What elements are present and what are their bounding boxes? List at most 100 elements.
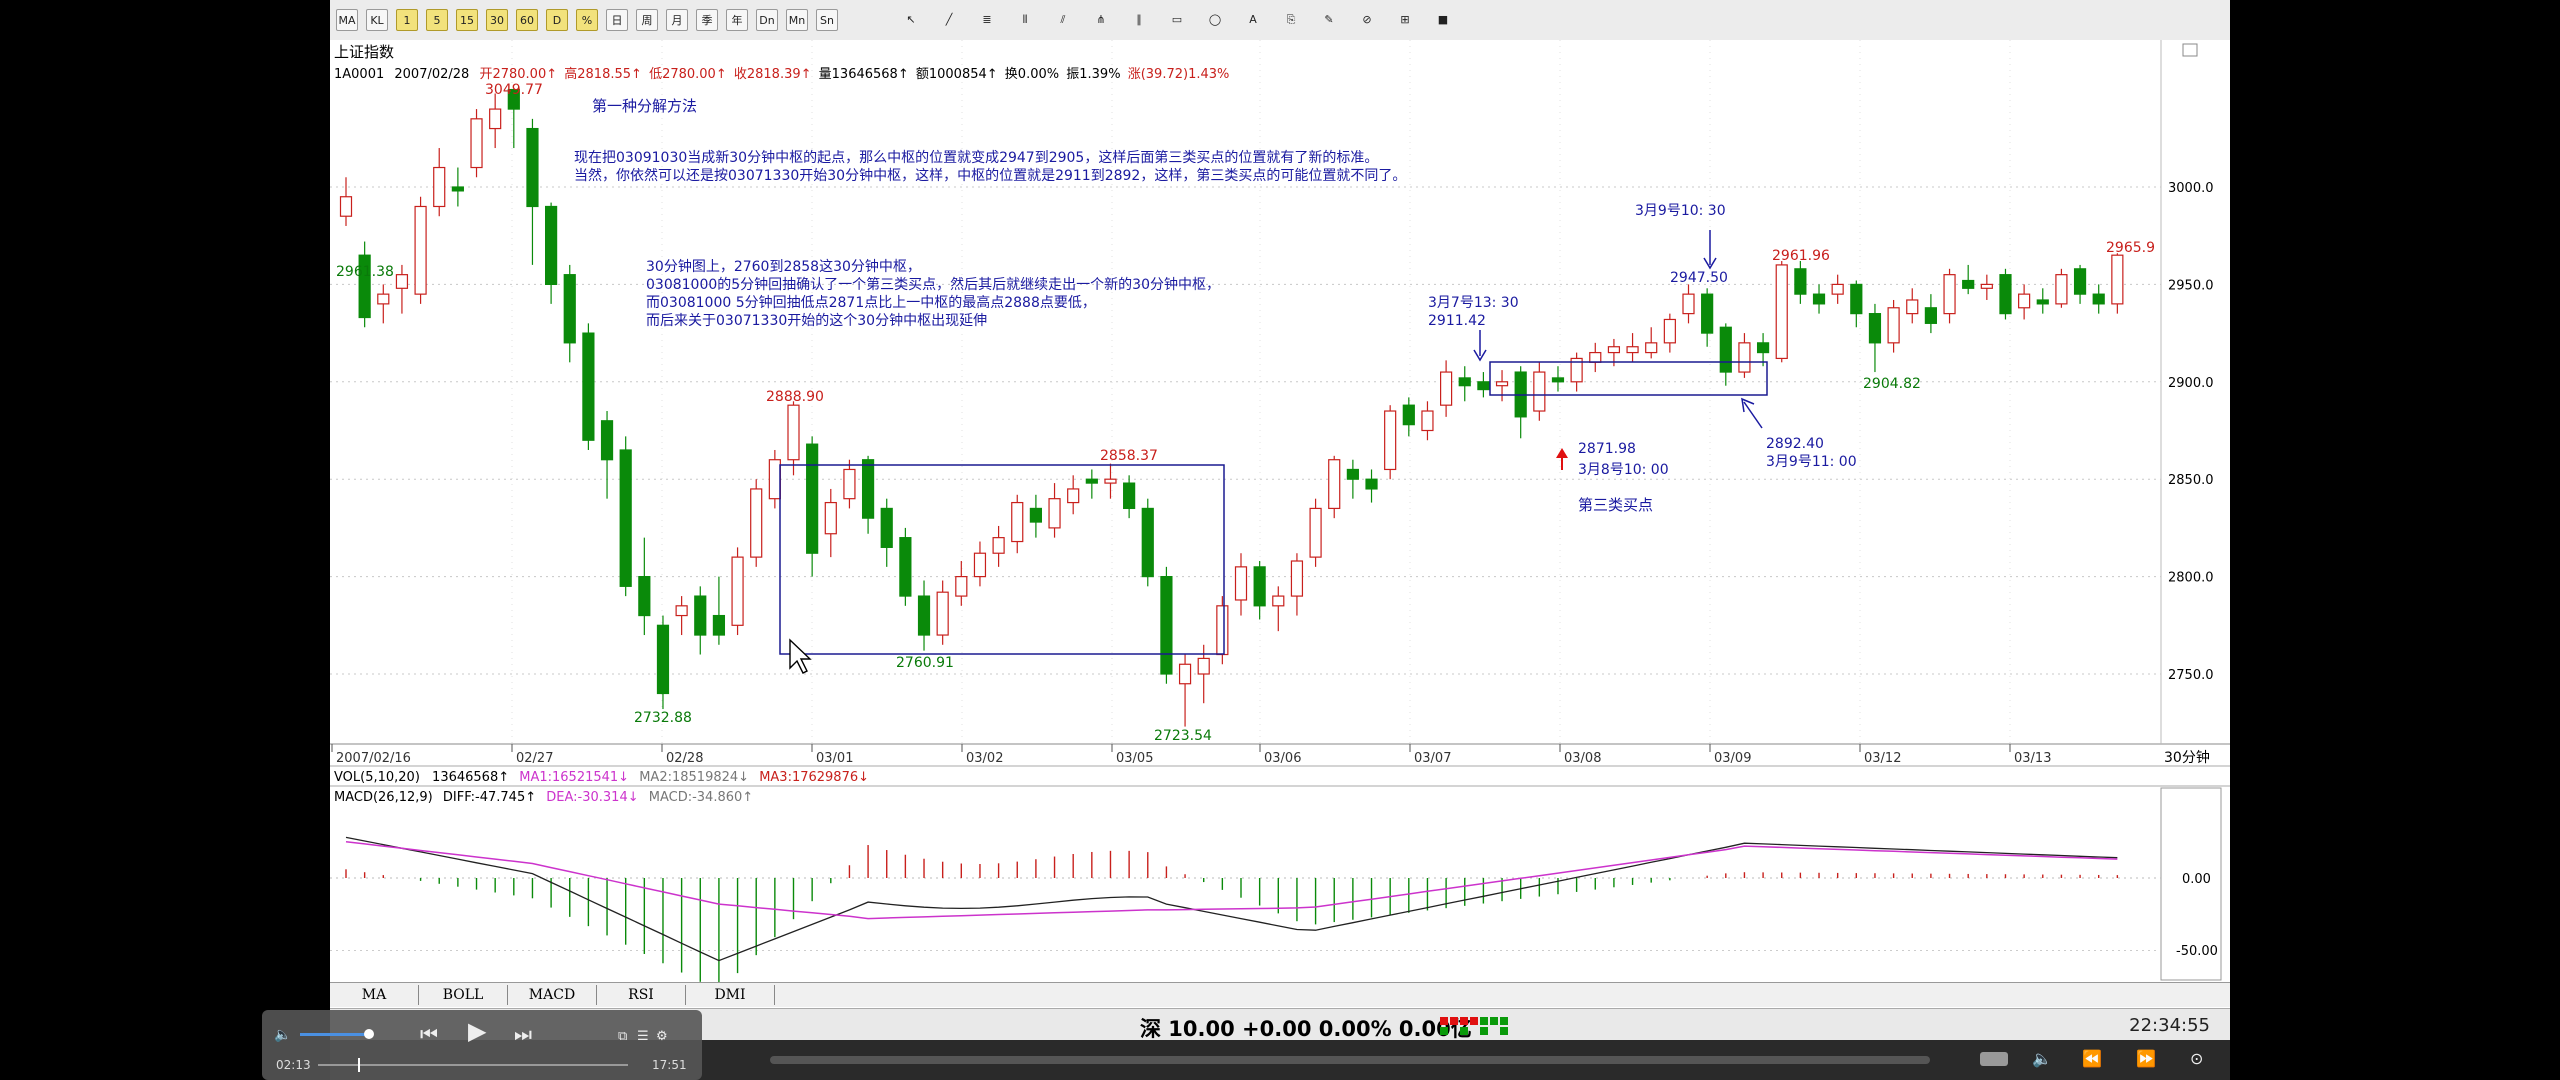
toolbar-button-1[interactable]: KL	[366, 9, 388, 31]
candle	[358, 241, 371, 328]
toolbar-button-12[interactable]: 季	[696, 9, 718, 31]
candle	[1104, 463, 1117, 499]
vline-icon[interactable]: ⦀	[1022, 13, 1028, 26]
seek-knob[interactable]	[358, 1058, 360, 1072]
label-2760: 2760.91	[896, 655, 954, 671]
toolbar-button-2[interactable]: 1	[396, 9, 418, 31]
y-tick-5: 2750.0	[2168, 668, 2214, 683]
arrow-icon-0309a	[1703, 230, 1717, 270]
volume-knob[interactable]	[364, 1029, 374, 1039]
x-tick-3: 03/01	[816, 751, 853, 766]
volume-icon[interactable]: 🔈	[274, 1027, 292, 1043]
info-volume: 量13646568↑	[819, 67, 909, 82]
info-amount: 额1000854↑	[916, 67, 998, 82]
toolbar-button-11[interactable]: 月	[666, 9, 688, 31]
forward-icon[interactable]: ⏩	[2136, 1049, 2156, 1068]
text-icon[interactable]: A	[1249, 13, 1257, 26]
fullscreen-handle[interactable]	[1980, 1052, 2008, 1066]
volume-slider[interactable]	[300, 1033, 370, 1036]
line-tool-icon[interactable]: ╱	[945, 13, 953, 26]
tab-boll[interactable]: BOLL	[419, 985, 508, 1005]
candle	[843, 459, 856, 509]
volume-icon[interactable]: 🔈	[2032, 1049, 2052, 1068]
toolbar-button-10[interactable]: 周	[636, 9, 658, 31]
x-tick-6: 03/06	[1264, 751, 1301, 766]
copy-icon[interactable]: ⎘	[1286, 13, 1296, 26]
info-turnover: 换0.00%	[1005, 67, 1059, 82]
rect-icon[interactable]: ▭	[1171, 13, 1183, 26]
save-icon[interactable]: ■	[1437, 13, 1449, 26]
toolbar-button-9[interactable]: 日	[606, 9, 628, 31]
pitchfork-icon[interactable]: ⋔	[1096, 13, 1106, 26]
toolbar-button-13[interactable]: 年	[726, 9, 748, 31]
settings-icon[interactable]: ⊙	[2190, 1049, 2204, 1068]
candle	[414, 196, 427, 304]
panel-toggle-icon[interactable]	[2182, 43, 2198, 57]
candle	[1067, 475, 1080, 515]
period-label: 30分钟	[2164, 749, 2210, 766]
fib-icon[interactable]: ≣	[982, 13, 992, 26]
tab-rsi[interactable]: RSI	[597, 985, 686, 1005]
rewind-icon[interactable]: ⏪	[2082, 1049, 2102, 1068]
candle	[1477, 372, 1490, 398]
candle	[395, 264, 409, 314]
marker-icon[interactable]: ⊘	[1362, 13, 1372, 26]
candle	[824, 488, 837, 558]
palette-icon[interactable]: ⊞	[1400, 13, 1410, 26]
tab-ma[interactable]: MA	[330, 985, 419, 1005]
toolbar-button-8[interactable]: %	[576, 9, 598, 31]
label-t0309b: 3月9号11: 00	[1766, 454, 1857, 470]
channel-icon[interactable]: ⫽	[1060, 13, 1066, 26]
candle	[507, 88, 520, 149]
play-button[interactable]: ▶	[468, 1017, 487, 1045]
candle	[1533, 362, 1546, 421]
pip-icon[interactable]: ⧉	[618, 1029, 628, 1044]
progress-track[interactable]	[770, 1056, 1930, 1064]
candle	[1290, 553, 1304, 616]
candle	[1421, 401, 1434, 441]
toolbar-button-16[interactable]: Sn	[816, 9, 838, 31]
candle	[2036, 288, 2049, 314]
toolbar-button-7[interactable]: D	[546, 9, 568, 31]
seek-track[interactable]	[318, 1064, 628, 1066]
candle	[1402, 397, 1415, 437]
index-name: 上证指数	[334, 43, 394, 61]
candle	[1962, 264, 1975, 295]
ellipse-icon[interactable]: ◯	[1208, 13, 1222, 26]
candle	[339, 177, 353, 226]
eraser-icon[interactable]: ✎	[1324, 13, 1334, 26]
candle	[1328, 455, 1341, 519]
toolbar-button-14[interactable]: Dn	[756, 9, 778, 31]
candle	[936, 580, 949, 645]
candle	[563, 264, 576, 363]
candle	[377, 284, 390, 324]
rewind-button[interactable]: ⏮	[420, 1022, 438, 1046]
settings-icon[interactable]: ⚙	[656, 1029, 668, 1044]
market-bars-icon	[1440, 1017, 1508, 1035]
toolbar-button-4[interactable]: 15	[456, 9, 478, 31]
chart-area[interactable]: 上证指数 1A0001 2007/02/28 开2780.00↑ 高2818.5…	[330, 40, 2230, 982]
toolbar-button-6[interactable]: 60	[516, 9, 538, 31]
candle	[433, 148, 446, 217]
forward-button[interactable]: ⏭	[514, 1022, 532, 1046]
parallel-icon[interactable]: ∥	[1136, 13, 1142, 26]
toolbar-button-3[interactable]: 5	[426, 9, 448, 31]
toolbar-button-5[interactable]: 30	[486, 9, 508, 31]
para2-line1: 30分钟图上，2760到2858这30分钟中枢，	[646, 258, 921, 275]
tab-macd[interactable]: MACD	[508, 985, 597, 1005]
candle	[1440, 360, 1453, 417]
cursor-icon[interactable]: ↖	[906, 13, 916, 26]
arrow-icon-0307	[1473, 330, 1487, 362]
candle	[917, 580, 931, 651]
label-t0308: 3月8号10: 00	[1578, 462, 1669, 478]
candlestick-series	[339, 88, 2124, 727]
video-player-controls: 🔈 ⏮ ▶ ⏭ ⧉ ☰ ⚙ 02:13 17:51	[262, 1010, 702, 1080]
candle	[619, 436, 632, 597]
candle	[1309, 498, 1322, 567]
tab-dmi[interactable]: DMI	[686, 985, 775, 1005]
toolbar-button-0[interactable]: MA	[336, 9, 358, 31]
label-2892: 2892.40	[1766, 436, 1824, 452]
toolbar-button-15[interactable]: Mn	[786, 9, 808, 31]
info-high: 高2818.55↑	[564, 66, 642, 82]
list-icon[interactable]: ☰	[637, 1029, 649, 1044]
